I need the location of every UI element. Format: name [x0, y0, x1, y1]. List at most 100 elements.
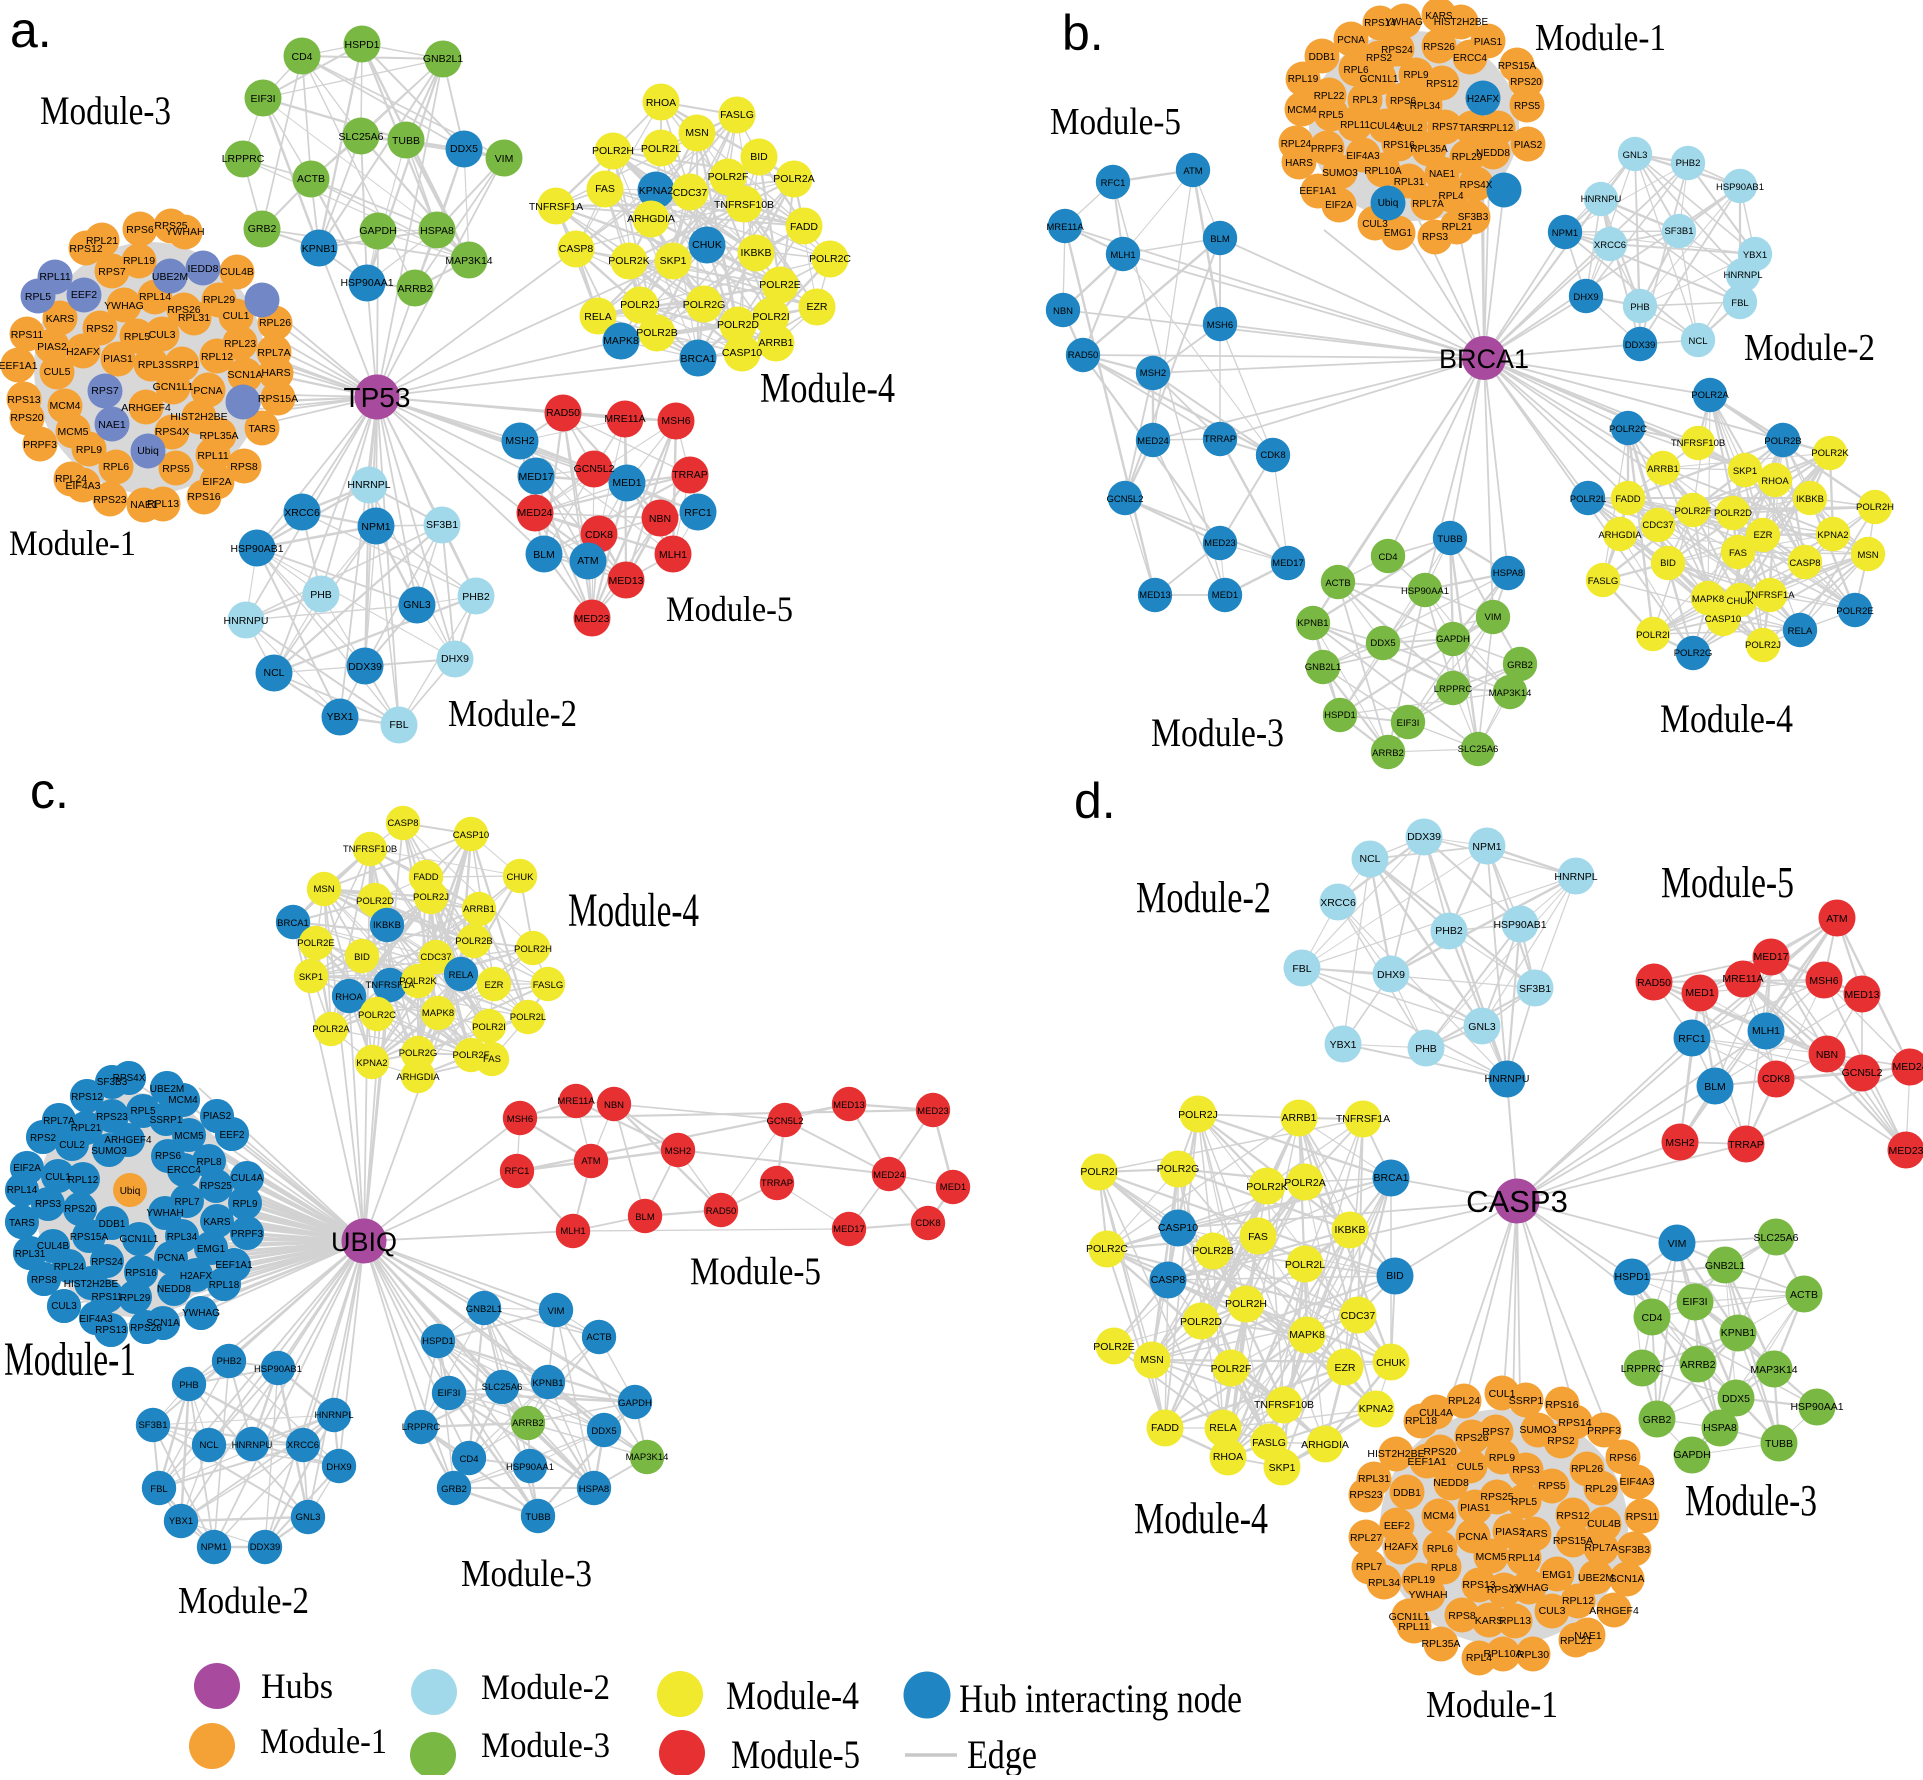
svg-text:RPL10A: RPL10A — [1364, 166, 1402, 177]
svg-text:H2AFX: H2AFX — [1467, 94, 1500, 105]
svg-text:RPS2: RPS2 — [1547, 1435, 1575, 1447]
svg-text:RPS16: RPS16 — [1383, 140, 1415, 151]
svg-text:RPL27: RPL27 — [1350, 1532, 1382, 1544]
svg-text:EZR: EZR — [807, 301, 828, 313]
svg-text:MED24: MED24 — [873, 1170, 905, 1181]
svg-text:RPL19: RPL19 — [1403, 1574, 1435, 1586]
svg-text:CUL5: CUL5 — [1457, 1461, 1484, 1473]
svg-text:RPL21: RPL21 — [86, 235, 118, 247]
svg-text:NPM1: NPM1 — [1472, 841, 1501, 853]
svg-text:RPS5: RPS5 — [1514, 101, 1541, 112]
svg-text:CHUK: CHUK — [507, 872, 535, 883]
svg-text:POLR2B: POLR2B — [455, 936, 493, 947]
svg-text:HIST2H2BE: HIST2H2BE — [64, 1279, 119, 1290]
svg-text:TNFRSF10B: TNFRSF10B — [1671, 438, 1725, 449]
svg-text:HSP90AB1: HSP90AB1 — [230, 543, 283, 555]
svg-text:RAD50: RAD50 — [1068, 350, 1099, 361]
svg-text:CASP8: CASP8 — [1789, 558, 1820, 569]
svg-text:ARRB1: ARRB1 — [1281, 1112, 1316, 1124]
svg-text:RPS4X: RPS4X — [1460, 180, 1493, 191]
svg-text:PHB: PHB — [310, 589, 332, 601]
svg-text:NEDD8: NEDD8 — [1476, 148, 1510, 159]
svg-text:DDX39: DDX39 — [1407, 831, 1441, 843]
svg-text:RPS23: RPS23 — [96, 1112, 128, 1123]
svg-text:SKP1: SKP1 — [1269, 1462, 1296, 1474]
svg-text:POLR2F: POLR2F — [1211, 1363, 1252, 1375]
svg-text:BRCA1: BRCA1 — [277, 918, 309, 929]
svg-text:FASLG: FASLG — [720, 109, 754, 121]
svg-text:RHOA: RHOA — [335, 992, 363, 1003]
svg-text:RPL7A: RPL7A — [257, 347, 290, 359]
svg-text:RPL31: RPL31 — [178, 312, 210, 324]
svg-text:ARRB1: ARRB1 — [1647, 464, 1679, 475]
svg-text:RPS13: RPS13 — [1462, 1579, 1495, 1591]
svg-text:KPNB1: KPNB1 — [532, 1378, 563, 1389]
svg-text:ACTB: ACTB — [1325, 578, 1350, 589]
svg-text:CDK8: CDK8 — [585, 529, 613, 541]
svg-text:MED1: MED1 — [1685, 987, 1714, 999]
svg-text:MCM5: MCM5 — [1476, 1551, 1507, 1563]
svg-text:BLM: BLM — [635, 1212, 655, 1223]
svg-text:RPS20: RPS20 — [10, 412, 43, 424]
svg-text:RELA: RELA — [1209, 1422, 1236, 1434]
svg-text:RPL7: RPL7 — [1356, 1561, 1382, 1573]
svg-text:RPS12: RPS12 — [1426, 79, 1458, 90]
svg-text:SSRP1: SSRP1 — [1509, 1395, 1544, 1407]
svg-text:POLR2L: POLR2L — [641, 143, 681, 155]
svg-text:RPS23: RPS23 — [1349, 1489, 1382, 1501]
svg-text:TUBB: TUBB — [392, 135, 420, 147]
svg-text:GRB2: GRB2 — [1643, 1414, 1672, 1426]
svg-text:MSH2: MSH2 — [1665, 1137, 1694, 1149]
svg-text:FASLG: FASLG — [533, 980, 564, 991]
svg-text:RPL9: RPL9 — [1403, 70, 1428, 81]
svg-text:HSP90AB1: HSP90AB1 — [1716, 182, 1764, 193]
svg-text:GCN1L1: GCN1L1 — [1389, 1611, 1430, 1623]
svg-text:Module-1: Module-1 — [4, 1333, 136, 1386]
svg-text:HSP90AB1: HSP90AB1 — [254, 1364, 302, 1375]
svg-text:CHUK: CHUK — [692, 239, 722, 251]
svg-text:CASP8: CASP8 — [1151, 1274, 1186, 1286]
svg-text:HSP90AA1: HSP90AA1 — [506, 1462, 554, 1473]
svg-text:ARRB2: ARRB2 — [1372, 748, 1404, 759]
svg-text:CDC37: CDC37 — [1642, 520, 1673, 531]
svg-text:GNL3: GNL3 — [403, 599, 431, 611]
svg-text:RPS25: RPS25 — [200, 1181, 232, 1192]
svg-text:RPS2: RPS2 — [86, 323, 114, 335]
svg-text:TNFRSF1A: TNFRSF1A — [1336, 1113, 1390, 1125]
svg-text:NAE1: NAE1 — [98, 419, 126, 431]
svg-text:CUL3: CUL3 — [149, 329, 176, 341]
svg-text:MSH2: MSH2 — [665, 1146, 691, 1157]
svg-text:POLR2G: POLR2G — [1157, 1163, 1200, 1175]
svg-text:YBX1: YBX1 — [169, 1516, 193, 1527]
svg-text:POLR2G: POLR2G — [1674, 648, 1713, 659]
svg-text:MSN: MSN — [1857, 550, 1878, 561]
svg-text:TARS: TARS — [248, 423, 275, 435]
svg-text:PHB2: PHB2 — [217, 1356, 242, 1367]
svg-text:MED24: MED24 — [517, 507, 552, 519]
svg-text:POLR2E: POLR2E — [297, 938, 335, 949]
svg-text:EZR: EZR — [1335, 1362, 1356, 1374]
svg-text:RPS4X: RPS4X — [113, 1073, 146, 1084]
svg-text:RPS20: RPS20 — [1510, 77, 1542, 88]
svg-text:Module-2: Module-2 — [1136, 873, 1271, 922]
svg-text:DDX5: DDX5 — [1370, 638, 1395, 649]
svg-text:Module-2: Module-2 — [448, 693, 577, 735]
svg-text:CUL4A: CUL4A — [1370, 121, 1403, 132]
svg-text:KPNA2: KPNA2 — [639, 185, 674, 197]
svg-text:RPL21: RPL21 — [71, 1123, 102, 1134]
svg-text:MSH6: MSH6 — [1809, 975, 1838, 987]
svg-text:POLR2C: POLR2C — [809, 253, 851, 265]
svg-text:TRRAP: TRRAP — [672, 469, 708, 481]
svg-text:KPNB1: KPNB1 — [302, 243, 337, 255]
svg-text:POLR2K: POLR2K — [1811, 448, 1849, 459]
svg-text:RPS20: RPS20 — [64, 1204, 96, 1215]
svg-text:FBL: FBL — [150, 1484, 167, 1495]
svg-text:MSN: MSN — [313, 884, 334, 895]
svg-text:RPS16: RPS16 — [187, 491, 220, 503]
svg-text:DDB1: DDB1 — [1393, 1487, 1421, 1499]
svg-text:MED1: MED1 — [1212, 590, 1238, 601]
svg-text:ATM: ATM — [1826, 913, 1847, 925]
svg-text:SF3B1: SF3B1 — [138, 1420, 167, 1431]
svg-text:FAS: FAS — [595, 183, 615, 195]
svg-text:POLR2A: POLR2A — [312, 1024, 350, 1035]
